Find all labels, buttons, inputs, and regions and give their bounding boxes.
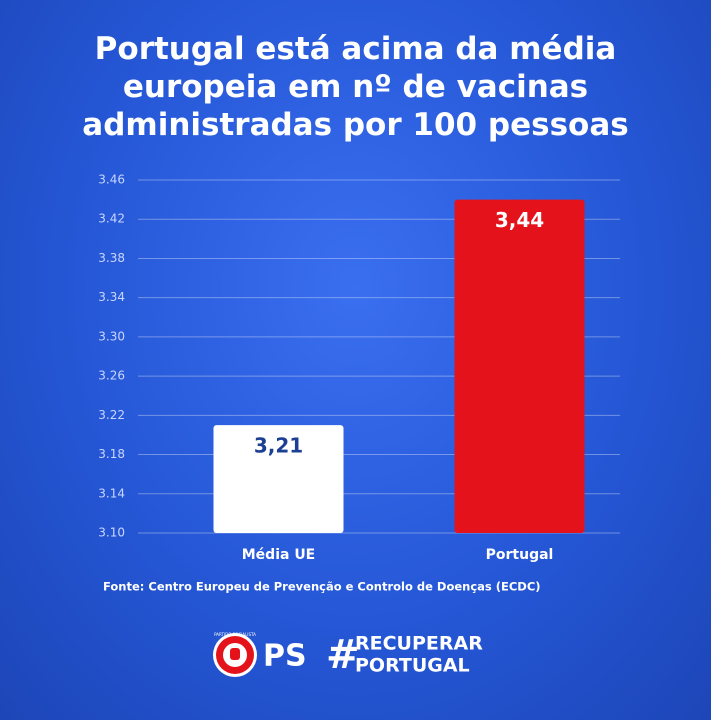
x-tick-label: Portugal — [486, 547, 554, 563]
party: PS — [263, 639, 307, 674]
y-tick-label: 3.38 — [98, 251, 125, 265]
value-label: 3,21 — [254, 434, 303, 458]
y-tick-label: 3.26 — [98, 369, 125, 383]
hashtag: # — [326, 632, 360, 678]
chart-title: Portugal está acima da média europeia em… — [82, 31, 629, 143]
y-tick-label: 3.30 — [98, 329, 125, 343]
y-tick-label: 3.10 — [98, 526, 125, 540]
y-tick-label: 3.42 — [98, 212, 125, 226]
slogan-line: PORTUGAL — [355, 655, 470, 677]
y-tick-label: 3.22 — [98, 408, 125, 422]
bar — [213, 425, 344, 533]
y-tick-label: 3.18 — [98, 447, 125, 461]
slogan-line: RECUPERAR — [355, 633, 483, 655]
y-tick-label: 3.46 — [98, 173, 125, 187]
value-label: 3,44 — [495, 208, 544, 232]
fist-icon — [230, 648, 240, 660]
emblem-text: PARTIDO SOCIALISTA — [214, 632, 256, 637]
footer-logo: PARTIDO SOCIALISTA PS # RECUPERAR PORTUG… — [213, 632, 483, 678]
y-tick-label: 3.14 — [98, 486, 125, 500]
x-tick-label: Média UE — [242, 547, 316, 563]
y-tick-label: 3.34 — [98, 290, 125, 304]
bar — [454, 199, 585, 533]
source: Fonte: Centro Europeu de Prevenção e Con… — [103, 580, 541, 594]
